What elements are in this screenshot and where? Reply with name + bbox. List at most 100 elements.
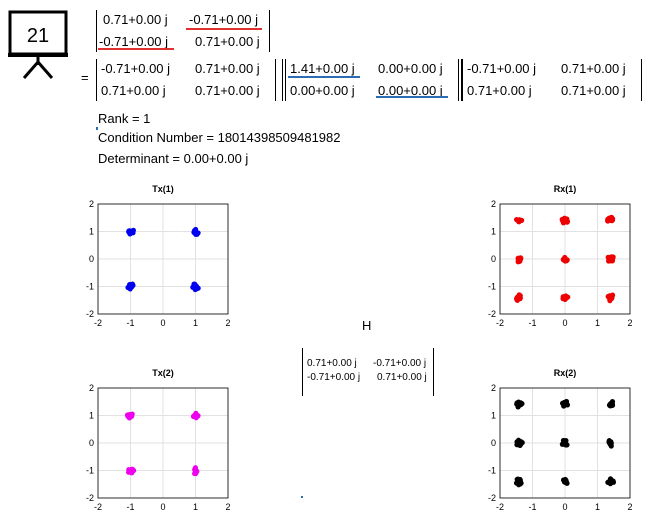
constellation-point	[559, 215, 571, 226]
y-tick-label: 0	[491, 254, 496, 264]
channel-matrix: 0.71+0.00 j -0.71+0.00 j -0.71+0.00 j 0.…	[96, 10, 270, 52]
plot-frame	[499, 387, 631, 499]
y-tick-label: 2	[89, 199, 94, 209]
slide-number-icon: 21	[8, 10, 68, 80]
constellation-point	[605, 476, 617, 487]
plot-title: Rx(1)	[554, 184, 577, 194]
y-tick-label: 1	[491, 227, 496, 237]
plot-frame	[97, 203, 229, 315]
svd-v-matrix: -0.71+0.00 j 0.71+0.00 j 0.71+0.00 j 0.7…	[462, 59, 642, 101]
y-tick-label: -1	[488, 282, 496, 292]
h-label: H	[362, 318, 372, 333]
constellation-point	[125, 281, 136, 292]
matrix-cell: -0.71+0.00 j	[467, 61, 537, 76]
matrix-cell: -0.71+0.00 j	[101, 61, 171, 76]
y-tick-label: 2	[491, 383, 496, 393]
tx1-scatter-plot: Tx(1) -2 -1 0 1 2 2 1 0 -1 -2	[80, 180, 240, 330]
constellation-point	[513, 217, 525, 225]
x-tick-label: -1	[528, 318, 536, 328]
scatter-svg: Rx(1) -2 -1 0 1 2 2 1 0 -1 -2	[488, 184, 633, 328]
red-underline	[186, 28, 262, 30]
plot-title: Tx(2)	[152, 368, 174, 378]
x-tick-label: 1	[193, 318, 198, 328]
constellation-point	[559, 398, 571, 409]
x-tick-label: -1	[126, 502, 134, 512]
constellation-point	[513, 476, 524, 488]
x-tick-label: 1	[595, 318, 600, 328]
x-tick-label: 1	[595, 502, 600, 512]
scatter-svg: Rx(2) -2 -1 0 1 2 2 1 0 -1 -2	[488, 368, 633, 512]
x-tick-label: 0	[562, 318, 567, 328]
x-tick-label: -1	[528, 502, 536, 512]
constellation-point	[513, 292, 523, 303]
slide-number: 21	[27, 25, 49, 47]
constellation-point	[605, 254, 616, 264]
constellation-point	[559, 437, 570, 448]
matrix-cell: 0.71+0.00 j	[377, 372, 427, 383]
constellation-point	[192, 465, 200, 477]
matrix-cell: 0.71+0.00 j	[561, 83, 626, 98]
blue-underline	[376, 96, 448, 98]
matrix-cell: -0.71+0.00 j	[99, 34, 169, 49]
y-tick-label: 0	[89, 254, 94, 264]
matrix-cell: 0.71+0.00 j	[195, 34, 260, 49]
matrix-cell: 0.71+0.00 j	[101, 83, 166, 98]
matrix-cell: 1.41+0.00 j	[290, 61, 355, 76]
matrix-cell: 0.00+0.00 j	[378, 61, 443, 76]
rank-text: Rank = 1	[98, 111, 151, 126]
y-tick-label: -1	[86, 466, 94, 476]
plot-frame	[97, 387, 229, 499]
svd-s-matrix: 1.41+0.00 j 0.00+0.00 j 0.00+0.00 j 0.00…	[282, 59, 462, 101]
plot-title: Rx(2)	[554, 368, 577, 378]
y-tick-label: -2	[86, 309, 94, 319]
plot-title: Tx(1)	[152, 184, 174, 194]
constellation-point	[606, 438, 614, 449]
matrix-cell: 0.71+0.00 j	[307, 358, 357, 369]
x-tick-label: 0	[160, 502, 165, 512]
tx2-scatter-plot: Tx(2) -2 -1 0 1 2 2 1 0 -1 -2	[80, 364, 240, 514]
x-tick-label: -2	[496, 318, 504, 328]
constellation-point	[515, 255, 524, 265]
constellation-point	[191, 226, 201, 237]
matrix-cell: -0.71+0.00 j	[307, 372, 361, 383]
condition-number-text: Condition Number = 18014398509481982	[98, 130, 341, 145]
constellation-point	[560, 293, 571, 303]
constellation-point	[124, 411, 135, 421]
x-tick-label: -2	[94, 318, 102, 328]
constellation-point	[606, 399, 616, 409]
svd-u-matrix: -0.71+0.00 j 0.71+0.00 j 0.71+0.00 j 0.7…	[96, 59, 276, 101]
matrix-cell: 0.71+0.00 j	[467, 83, 532, 98]
constellation-point	[560, 254, 570, 264]
y-tick-label: -2	[488, 493, 496, 503]
matrix-cell: -0.71+0.00 j	[373, 358, 427, 369]
matrix-cell: -0.71+0.00 j	[189, 12, 259, 27]
constellation-point	[190, 410, 201, 421]
constellation-point	[126, 227, 136, 237]
y-tick-label: 1	[89, 227, 94, 237]
x-tick-label: 2	[627, 318, 632, 328]
x-tick-label: 2	[627, 502, 632, 512]
y-tick-label: 2	[491, 199, 496, 209]
text-cursor	[96, 127, 98, 130]
scatter-svg: Tx(2) -2 -1 0 1 2 2 1 0 -1 -2	[86, 368, 231, 512]
matrix-cell: 0.00+0.00 j	[290, 83, 355, 98]
x-tick-label: 0	[562, 502, 567, 512]
rx1-scatter-plot: Rx(1) -2 -1 0 1 2 2 1 0 -1 -2	[482, 180, 642, 330]
equals-sign: =	[81, 70, 89, 85]
plot-frame	[499, 203, 631, 315]
x-tick-label: 2	[225, 502, 230, 512]
constellation-point	[560, 476, 570, 486]
y-tick-label: 0	[491, 438, 496, 448]
constellation-point	[190, 281, 201, 293]
x-tick-label: -2	[94, 502, 102, 512]
determinant-text: Determinant = 0.00+0.00 j	[98, 151, 249, 166]
x-tick-label: 0	[160, 318, 165, 328]
y-tick-label: -2	[488, 309, 496, 319]
projector-board-icon: 21	[8, 10, 68, 79]
y-tick-label: -1	[488, 466, 496, 476]
dot-marker	[301, 496, 303, 498]
constellation-point	[514, 399, 525, 410]
matrix-cell: 0.71+0.00 j	[195, 83, 260, 98]
constellation-point	[605, 292, 616, 304]
y-tick-label: -1	[86, 282, 94, 292]
